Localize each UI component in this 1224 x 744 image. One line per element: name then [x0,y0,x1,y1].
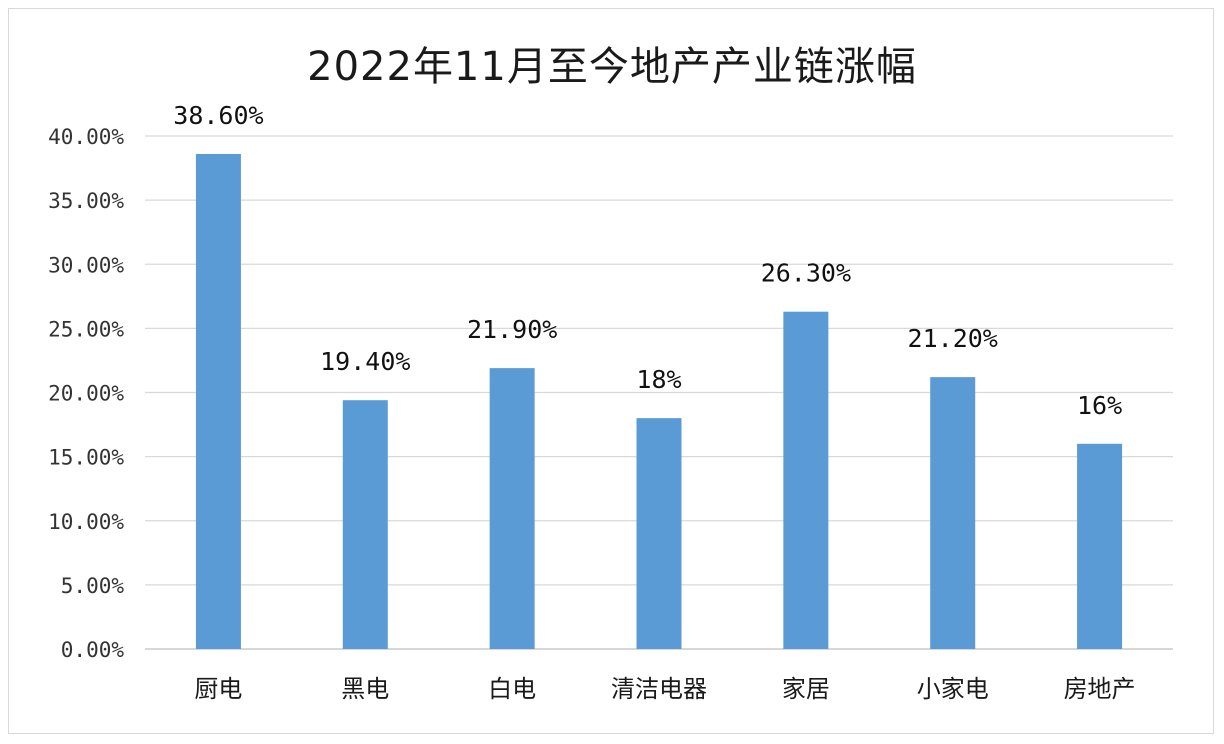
data-label: 21.90% [467,315,557,344]
y-tick-label: 15.00% [48,446,124,470]
category-label: 房地产 [1064,675,1136,703]
y-tick-label: 0.00% [61,638,125,662]
bars [195,153,1123,649]
x-axis-category-labels: 厨电 黑电 白电 清洁电器 家居 小家电 房地产 [194,675,1135,703]
data-labels: 38.60% 19.40% 21.90% 18% 26.30% 21.20% 16% [173,101,1122,420]
data-label: 18% [636,365,681,394]
chart-title: 2022年11月至今地产产业链涨幅 [307,44,917,90]
data-label: 16% [1077,391,1122,420]
category-label: 家居 [782,675,830,703]
bar [783,311,829,649]
y-tick-label: 5.00% [61,574,125,598]
data-label: 26.30% [761,259,851,288]
bar [342,400,388,649]
category-label: 黑电 [341,675,389,703]
y-tick-label: 25.00% [48,317,124,341]
category-label: 白电 [488,675,536,703]
category-label: 厨电 [194,675,242,703]
category-label: 小家电 [917,675,989,703]
category-label: 清洁电器 [611,675,707,703]
y-axis-tick-labels: 0.00% 5.00% 10.00% 15.00% 20.00% 25.00% 30.00%… [48,125,124,662]
bar [636,418,682,649]
data-label: 38.60% [173,101,263,130]
data-label: 19.40% [320,347,410,376]
data-label: 21.20% [908,324,998,353]
bar [930,377,976,649]
bar [489,368,535,649]
bar [195,153,241,649]
y-tick-label: 40.00% [48,125,124,149]
y-tick-label: 10.00% [48,510,124,534]
y-tick-label: 30.00% [48,253,124,277]
y-tick-label: 35.00% [48,189,124,213]
y-tick-label: 20.00% [48,382,124,406]
bar [1077,443,1123,649]
